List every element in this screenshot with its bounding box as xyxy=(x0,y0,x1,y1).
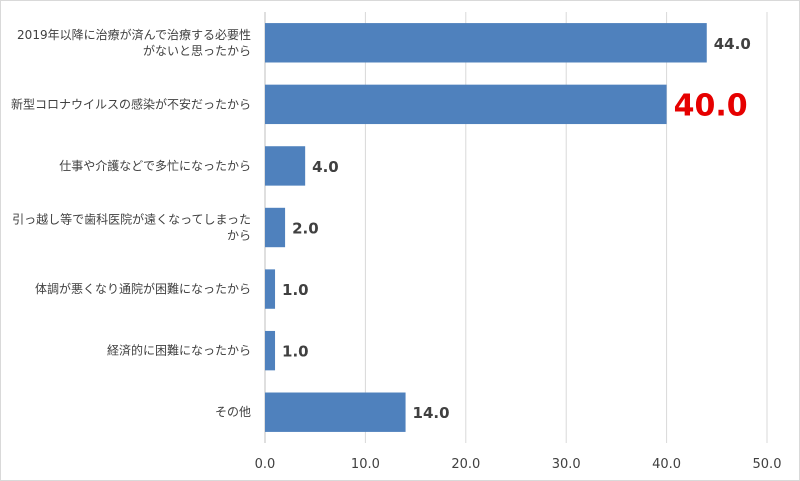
data-label: 2.0 xyxy=(292,220,319,238)
bar xyxy=(265,330,276,371)
data-label: 14.0 xyxy=(413,404,450,422)
data-label: 40.0 xyxy=(674,88,748,123)
data-label: 4.0 xyxy=(312,158,339,176)
bar xyxy=(265,269,276,309)
x-tick-label: 40.0 xyxy=(652,457,681,472)
category-label: 体調が悪くなり通院が困難になったから xyxy=(35,281,251,296)
data-label: 44.0 xyxy=(714,35,751,53)
bar xyxy=(265,84,667,125)
category-label: 2019年以降に治療が済んで治療する必要性 xyxy=(17,27,251,42)
x-tick-label: 30.0 xyxy=(552,457,581,472)
bar xyxy=(265,207,286,248)
category-label: から xyxy=(227,229,251,243)
x-tick-label: 10.0 xyxy=(351,457,380,472)
bar xyxy=(265,146,306,186)
x-tick-label: 0.0 xyxy=(255,457,276,472)
category-label: 仕事や介護などで多忙になったから xyxy=(59,158,251,173)
bar xyxy=(265,23,707,63)
category-label: 経済的に困難になったから xyxy=(107,343,251,358)
x-tick-label: 20.0 xyxy=(451,457,480,472)
category-label: がないと思ったから xyxy=(143,43,251,58)
category-label: 新型コロナウイルスの感染が不安だったから xyxy=(11,96,251,111)
data-label: 1.0 xyxy=(282,343,309,361)
x-tick-label: 50.0 xyxy=(753,457,782,472)
category-label: 引っ越し等で歯科医院が遠くなってしまった xyxy=(12,212,251,227)
data-label: 1.0 xyxy=(282,281,309,299)
bar xyxy=(265,392,406,432)
category-label: その他 xyxy=(215,405,251,419)
